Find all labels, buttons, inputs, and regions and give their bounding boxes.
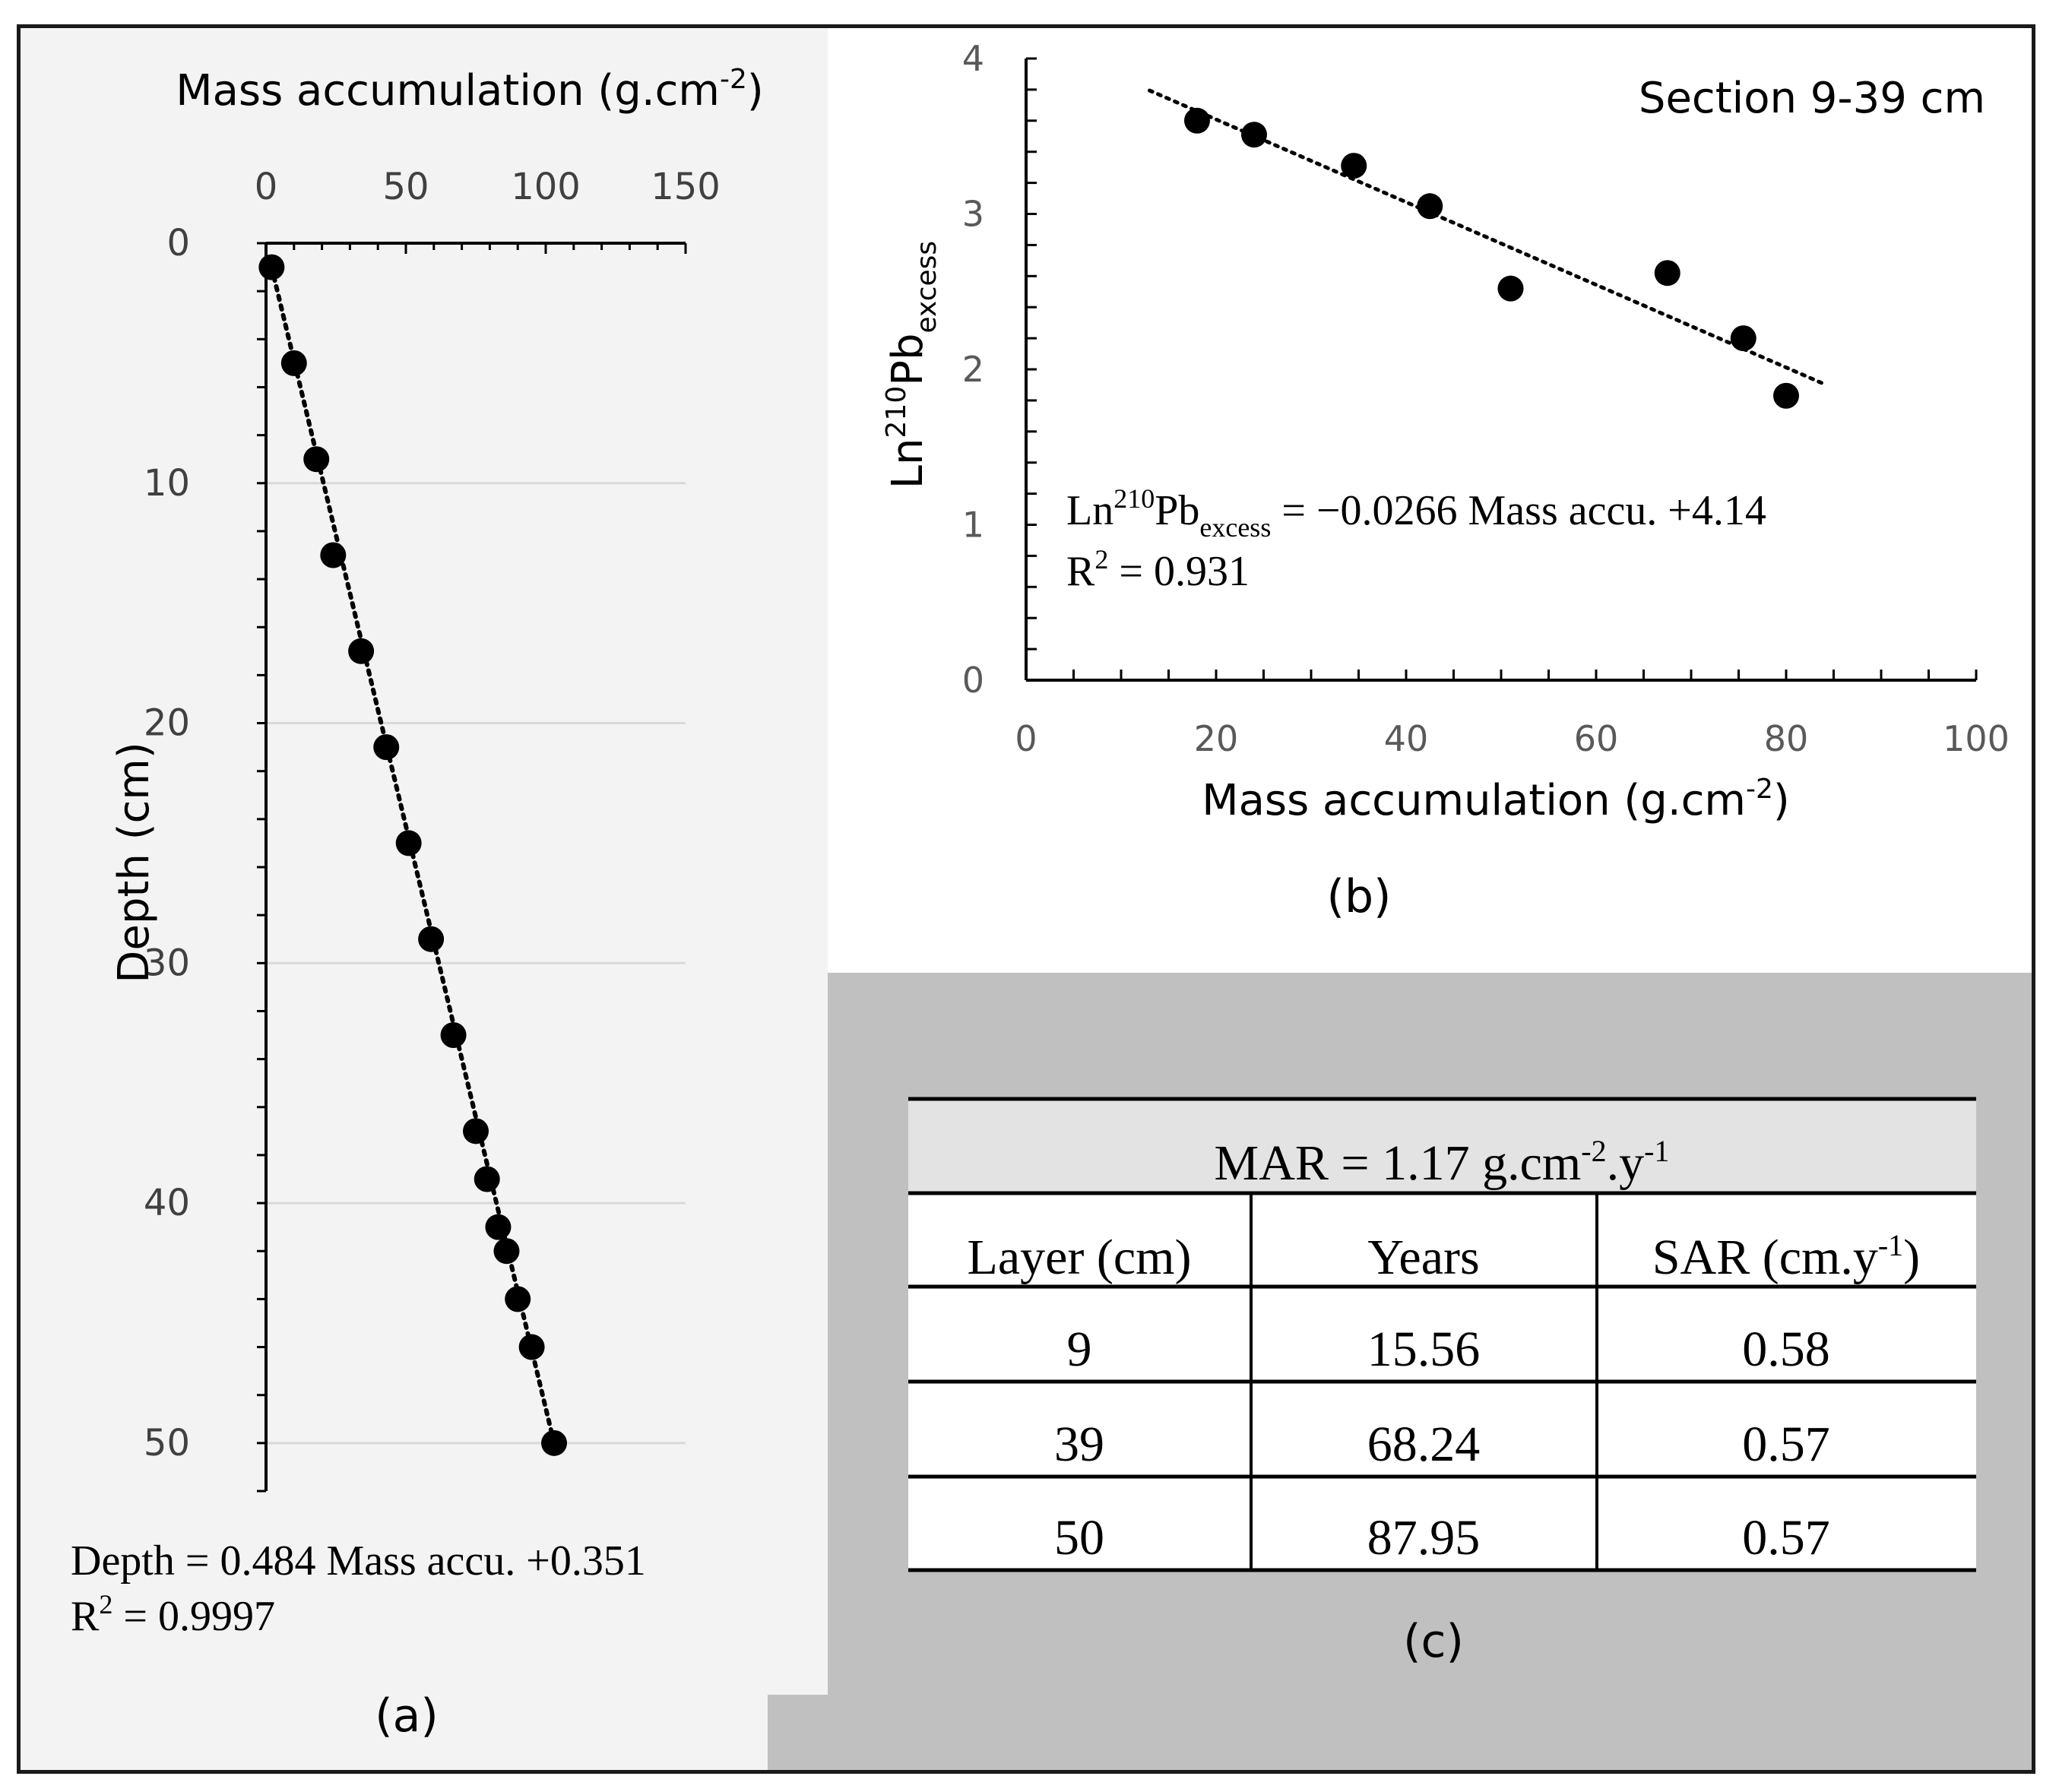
panel-b-axes (1025, 57, 1978, 682)
panel-b-y-tick-label: 2 (962, 349, 984, 390)
panel-b-chart: 0 20 40 60 80 100 0 1 2 3 4 Section 9-39 cm Mass a… (881, 38, 2010, 923)
panel-a-gridlines (266, 482, 686, 1445)
panel-a-data-point (505, 1286, 531, 1312)
panel-b-title: Section 9-39 cm (1639, 74, 1985, 123)
panel-c-background-notch (768, 1695, 828, 1770)
panel-a-data-point (463, 1118, 489, 1145)
panel-a-data-point (518, 1334, 545, 1360)
panel-b-x-tick-label: 60 (1574, 718, 1619, 759)
panel-b-data-point (1184, 107, 1210, 134)
panel-b-data-point (1417, 193, 1443, 220)
panel-b-equation: Ln210Pbexcess = −0.0266 Mass accu. +4.14 (1066, 483, 1766, 543)
table-header-band (908, 1099, 1976, 1193)
panel-b-x-tick-label: 100 (1943, 718, 2010, 759)
panel-c-caption: (c) (1403, 1615, 1464, 1668)
panel-b-data-point (1773, 382, 1799, 409)
panel-a-data-point (493, 1238, 520, 1265)
panel-b-y-tick-label: 1 (962, 505, 984, 546)
panel-a-y-tick-label: 20 (144, 702, 190, 745)
table-cell-r2-years: 68.24 (1367, 1417, 1481, 1472)
panel-a-tick-labels: 0 50 100 150 0 10 20 30 40 50 (144, 166, 721, 1464)
panel-a-data-point (418, 926, 445, 952)
panel-a-axes (257, 242, 687, 1493)
panel-a-x-axis-title: Mass accumulation (g.cm-2) (176, 64, 763, 116)
panel-b-x-tick-label: 80 (1764, 718, 1809, 759)
panel-b-tick-labels: 0 20 40 60 80 100 0 1 2 3 4 (962, 38, 2010, 759)
table-cell-r2-layer: 39 (1054, 1417, 1104, 1472)
panel-b-data-point (1497, 275, 1524, 302)
panel-b-y-tick-label: 4 (962, 38, 984, 79)
panel-a-y-tick-label: 40 (144, 1182, 190, 1224)
table-col-header-years: Years (1367, 1230, 1479, 1285)
panel-a-chart: 0 50 100 150 0 10 20 30 40 50 Mass accumulation (… (71, 64, 764, 1743)
panel-b-r-squared: R2 = 0.931 (1066, 544, 1250, 595)
panel-a-data-point (373, 734, 400, 761)
panel-b-data-point (1654, 260, 1680, 287)
panel-b-x-tick-label: 0 (1015, 718, 1037, 759)
table-col-header-layer: Layer (cm) (968, 1230, 1192, 1285)
table-cell-r2-sar: 0.57 (1742, 1417, 1830, 1472)
panel-b-y-axis-title: Ln210Pbexcess (881, 241, 942, 489)
panel-a-y-tick-label: 30 (144, 942, 190, 984)
panel-b-x-tick-label: 40 (1384, 718, 1429, 759)
panel-a-data-point (440, 1022, 467, 1049)
table-cell-r1-layer: 9 (1067, 1322, 1092, 1377)
figure-frame (17, 24, 2035, 1774)
panel-b-points (1184, 107, 1799, 409)
panel-a-y-tick-label: 10 (144, 462, 190, 505)
table-title-mar: MAR = 1.17 g.cm-2.y-1 (1215, 1134, 1670, 1191)
panel-a-r-squared: R2 = 0.9997 (71, 1589, 275, 1640)
panel-a-data-point (474, 1166, 500, 1192)
panel-a-equation: Depth = 0.484 Mass accu. +0.351 (71, 1537, 646, 1585)
panel-b-caption: (b) (1327, 870, 1392, 923)
panel-a-data-point (541, 1429, 568, 1456)
table-cell-r1-sar: 0.58 (1742, 1322, 1830, 1377)
panel-b-x-tick-label: 20 (1194, 718, 1239, 759)
table-cell-r3-layer: 50 (1054, 1510, 1104, 1566)
panel-b-x-axis-title: Mass accumulation (g.cm-2) (1202, 774, 1789, 825)
panel-a-y-tick-label: 0 (166, 222, 190, 264)
panel-b-data-point (1241, 122, 1267, 148)
panel-a-caption: (a) (375, 1689, 439, 1743)
panel-a-data-point (485, 1214, 512, 1240)
panel-a-x-tick-label: 150 (651, 166, 721, 208)
table-cell-r3-years: 87.95 (1367, 1510, 1481, 1566)
panel-b-data-point (1341, 153, 1367, 179)
panel-a-data-point (395, 830, 422, 856)
table-cell-r1-years: 15.56 (1367, 1322, 1481, 1377)
panel-a-x-tick-label: 100 (511, 166, 581, 208)
panel-b-data-point (1730, 325, 1756, 352)
panel-a-data-point (320, 542, 347, 568)
panel-a-data-point (348, 638, 375, 664)
panel-a-y-axis-title: Depth (cm) (109, 742, 159, 983)
panel-c-table: MAR = 1.17 g.cm-2.y-1 Layer (cm) Years S… (908, 1097, 1976, 1668)
panel-a-data-point (303, 446, 330, 473)
panel-a-y-tick-label: 50 (144, 1422, 190, 1464)
panel-a-points (258, 254, 568, 1456)
panel-b-y-tick-label: 3 (962, 194, 984, 235)
panel-a-x-tick-label: 50 (382, 166, 429, 208)
table-col-header-sar: SAR (cm.y-1) (1652, 1228, 1920, 1285)
panel-a-data-point (280, 350, 307, 376)
panel-b-y-tick-label: 0 (962, 660, 984, 701)
table-cell-r3-sar: 0.57 (1742, 1510, 1830, 1566)
panel-a-data-point (258, 254, 285, 280)
panel-a-x-tick-label: 0 (255, 166, 278, 208)
